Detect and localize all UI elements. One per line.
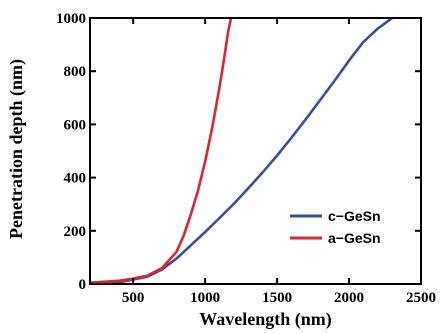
series-layer bbox=[90, 17, 394, 284]
x-axis-title: Wavelength (nm) bbox=[199, 309, 332, 330]
y-tick-label: 1000 bbox=[56, 11, 86, 27]
ticks-layer: 500 1000 1500 2000 2500 0 200 400 600 800 1000 bbox=[56, 11, 436, 306]
series-line-c-gesn bbox=[90, 17, 394, 284]
series-line-a-gesn bbox=[90, 17, 233, 284]
plot-frame bbox=[89, 17, 422, 285]
x-tick-label: 2000 bbox=[334, 290, 364, 306]
y-tick-label: 800 bbox=[64, 64, 87, 80]
x-tick-label: 2500 bbox=[406, 290, 436, 306]
x-tick-label: 500 bbox=[122, 290, 145, 306]
x-tick-label: 1000 bbox=[190, 290, 220, 306]
y-tick-label: 600 bbox=[64, 117, 87, 133]
y-tick-label: 0 bbox=[79, 277, 87, 293]
legend-label-a-gesn: a−GeSn bbox=[328, 230, 381, 246]
legend-label-c-gesn: c−GeSn bbox=[328, 208, 381, 224]
y-axis-title: Penetration depth (nm) bbox=[6, 59, 27, 239]
y-tick-label: 400 bbox=[64, 171, 87, 187]
y-tick-label: 200 bbox=[64, 224, 87, 240]
legend: c−GeSn a−GeSn bbox=[290, 208, 381, 246]
x-tick-label: 1500 bbox=[262, 290, 292, 306]
